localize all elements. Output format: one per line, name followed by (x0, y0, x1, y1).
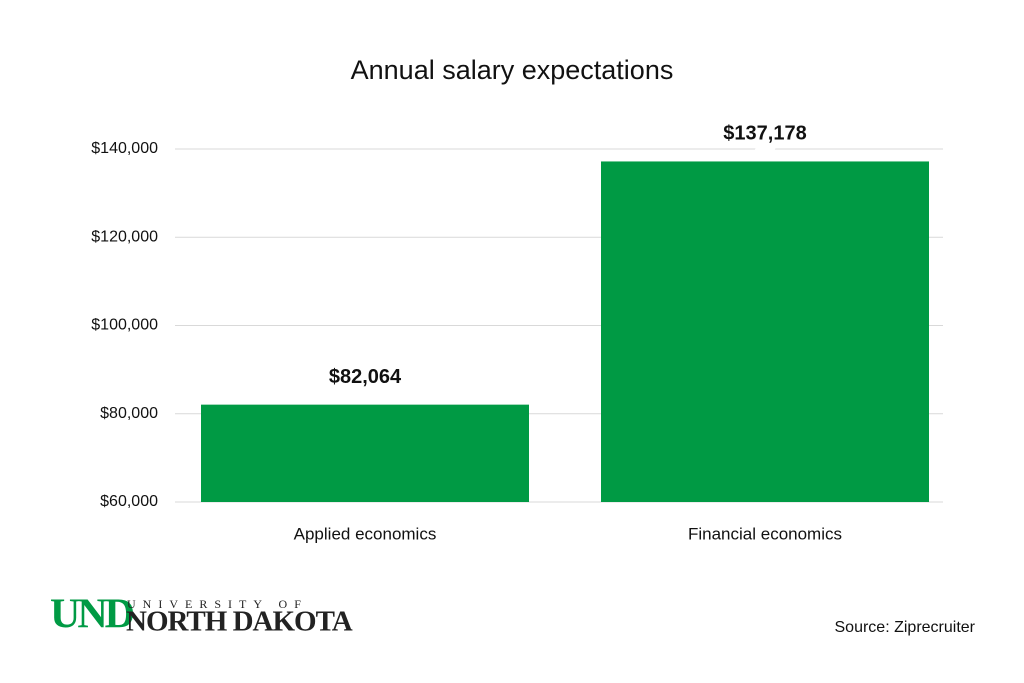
y-tick-label: $80,000 (100, 405, 158, 422)
value-label: $82,064 (329, 366, 402, 388)
logo-line1: UNIVERSITY OF (127, 597, 308, 611)
value-label: $137,178 (723, 123, 806, 145)
y-tick-label: $140,000 (91, 140, 158, 157)
y-tick-label: $100,000 (91, 317, 158, 334)
logo-mark: UND (50, 592, 134, 638)
bar (601, 161, 929, 502)
chart-title: Annual salary expectations (351, 55, 674, 85)
x-tick-label: Applied economics (294, 524, 437, 543)
bar (201, 404, 529, 502)
logo-line2: NORTH DAKOTA (126, 606, 353, 638)
y-tick-label: $120,000 (91, 228, 158, 245)
y-tick-label: $60,000 (100, 493, 158, 510)
source: Source: Ziprecruiter (835, 619, 976, 636)
x-tick-label: Financial economics (688, 524, 842, 543)
